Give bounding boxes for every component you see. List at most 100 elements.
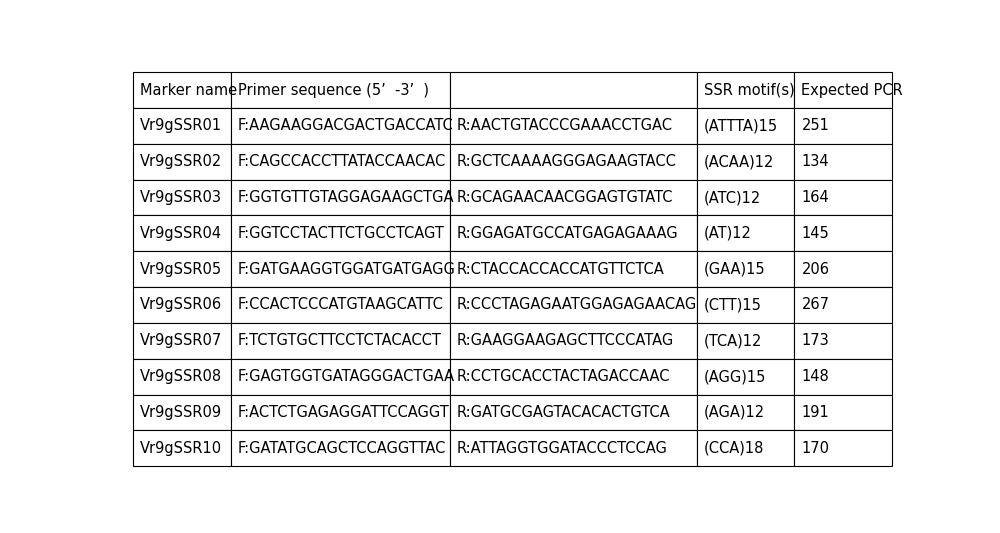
Bar <box>231 430 450 466</box>
Text: Vr9gSSR10: Vr9gSSR10 <box>140 441 222 456</box>
Text: (CTT)15: (CTT)15 <box>704 297 761 312</box>
Bar <box>794 215 892 251</box>
Bar <box>697 394 794 430</box>
Text: 251: 251 <box>801 118 829 133</box>
Text: R:CCCTAGAGAATGGAGAGAACAG: R:CCCTAGAGAATGGAGAGAACAG <box>457 297 697 312</box>
Bar <box>794 72 892 108</box>
Text: Vr9gSSR07: Vr9gSSR07 <box>140 333 222 348</box>
Text: (GAA)15: (GAA)15 <box>704 262 765 277</box>
Bar <box>231 359 450 394</box>
Bar <box>450 394 697 430</box>
Bar <box>794 323 892 359</box>
Bar <box>697 251 794 287</box>
Bar <box>231 287 450 323</box>
Text: Vr9gSSR05: Vr9gSSR05 <box>140 262 222 277</box>
Text: Vr9gSSR08: Vr9gSSR08 <box>140 369 222 384</box>
Bar <box>697 430 794 466</box>
Bar <box>450 251 697 287</box>
Bar <box>697 323 794 359</box>
Bar <box>133 108 231 144</box>
Text: (ATTTA)15: (ATTTA)15 <box>704 118 778 133</box>
Bar <box>794 430 892 466</box>
Text: (CCA)18: (CCA)18 <box>704 441 764 456</box>
Text: F:GATATGCAGCTCCAGGTTAC: F:GATATGCAGCTCCAGGTTAC <box>238 441 446 456</box>
Bar <box>231 144 450 180</box>
Text: 206: 206 <box>801 262 829 277</box>
Bar <box>133 394 231 430</box>
Bar <box>231 180 450 215</box>
Text: F:AAGAAGGACGACTGACCATC: F:AAGAAGGACGACTGACCATC <box>238 118 453 133</box>
Text: F:GGTCCTACTTCTGCCTCAGT: F:GGTCCTACTTCTGCCTCAGT <box>238 226 444 241</box>
Text: R:GATGCGAGTACACACTGTCA: R:GATGCGAGTACACACTGTCA <box>457 405 670 420</box>
Text: Vr9gSSR04: Vr9gSSR04 <box>140 226 222 241</box>
Bar <box>794 108 892 144</box>
Text: 173: 173 <box>801 333 829 348</box>
Bar <box>450 430 697 466</box>
Bar <box>450 180 697 215</box>
Bar <box>697 359 794 394</box>
Text: R:AACTGTACCCGAAACCTGAC: R:AACTGTACCCGAAACCTGAC <box>457 118 673 133</box>
Bar <box>133 430 231 466</box>
Bar <box>450 144 697 180</box>
Text: F:TCTGTGCTTCCTCTACACCT: F:TCTGTGCTTCCTCTACACCT <box>238 333 441 348</box>
Bar <box>231 251 450 287</box>
Bar <box>794 394 892 430</box>
Bar <box>450 359 697 394</box>
Text: (TCA)12: (TCA)12 <box>704 333 762 348</box>
Text: (AGA)12: (AGA)12 <box>704 405 765 420</box>
Text: (ACAA)12: (ACAA)12 <box>704 154 774 169</box>
Bar <box>697 72 794 108</box>
Text: R:GCAGAACAACGGAGTGTATC: R:GCAGAACAACGGAGTGTATC <box>457 190 673 205</box>
Text: R:CCTGCACCTACTAGACCAAC: R:CCTGCACCTACTAGACCAAC <box>457 369 670 384</box>
Bar <box>794 144 892 180</box>
Bar <box>450 215 697 251</box>
Text: Expected PCR: Expected PCR <box>801 83 903 98</box>
Text: SSR motif(s): SSR motif(s) <box>704 83 794 98</box>
Bar <box>794 180 892 215</box>
Bar <box>133 359 231 394</box>
Bar <box>450 72 697 108</box>
Bar <box>794 251 892 287</box>
Bar <box>450 323 697 359</box>
Bar <box>697 287 794 323</box>
Bar <box>133 215 231 251</box>
Text: 134: 134 <box>801 154 829 169</box>
Text: 267: 267 <box>801 297 829 312</box>
Bar <box>450 108 697 144</box>
Text: 191: 191 <box>801 405 829 420</box>
Text: (AGG)15: (AGG)15 <box>704 369 766 384</box>
Bar <box>794 359 892 394</box>
Text: F:CAGCCACCTTATACCAACAC: F:CAGCCACCTTATACCAACAC <box>238 154 446 169</box>
Bar <box>697 215 794 251</box>
Text: (ATC)12: (ATC)12 <box>704 190 761 205</box>
Text: F:ACTCTGAGAGGATTCCAGGT: F:ACTCTGAGAGGATTCCAGGT <box>238 405 449 420</box>
Text: Vr9gSSR02: Vr9gSSR02 <box>140 154 222 169</box>
Bar <box>133 287 231 323</box>
Bar <box>794 287 892 323</box>
Text: F:GGTGTTGTAGGAGAAGCTGA: F:GGTGTTGTAGGAGAAGCTGA <box>238 190 454 205</box>
Bar <box>133 144 231 180</box>
Bar <box>450 287 697 323</box>
Text: F:CCACTCCCATGTAAGCATTC: F:CCACTCCCATGTAAGCATTC <box>238 297 443 312</box>
Text: 170: 170 <box>801 441 829 456</box>
Text: Primer sequence (5’  -3’  ): Primer sequence (5’ -3’ ) <box>238 83 429 98</box>
Text: Vr9gSSR03: Vr9gSSR03 <box>140 190 222 205</box>
Text: 164: 164 <box>801 190 829 205</box>
Text: F:GAGTGGTGATAGGGACTGAA: F:GAGTGGTGATAGGGACTGAA <box>238 369 455 384</box>
Text: Vr9gSSR06: Vr9gSSR06 <box>140 297 222 312</box>
Bar <box>231 323 450 359</box>
Bar <box>697 108 794 144</box>
Bar <box>697 144 794 180</box>
Text: R:GGAGATGCCATGAGAGAAAG: R:GGAGATGCCATGAGAGAAAG <box>457 226 678 241</box>
Text: Vr9gSSR01: Vr9gSSR01 <box>140 118 222 133</box>
Text: R:CTACCACCACCATGTTCTCA: R:CTACCACCACCATGTTCTCA <box>457 262 664 277</box>
Text: (AT)12: (AT)12 <box>704 226 751 241</box>
Bar <box>133 72 231 108</box>
Text: 145: 145 <box>801 226 829 241</box>
Bar <box>231 108 450 144</box>
Text: R:ATTAGGTGGATACCCTCCAG: R:ATTAGGTGGATACCCTCCAG <box>457 441 667 456</box>
Bar <box>133 251 231 287</box>
Text: F:GATGAAGGTGGATGATGAGG: F:GATGAAGGTGGATGATGAGG <box>238 262 455 277</box>
Bar <box>231 215 450 251</box>
Text: Marker name: Marker name <box>140 83 237 98</box>
